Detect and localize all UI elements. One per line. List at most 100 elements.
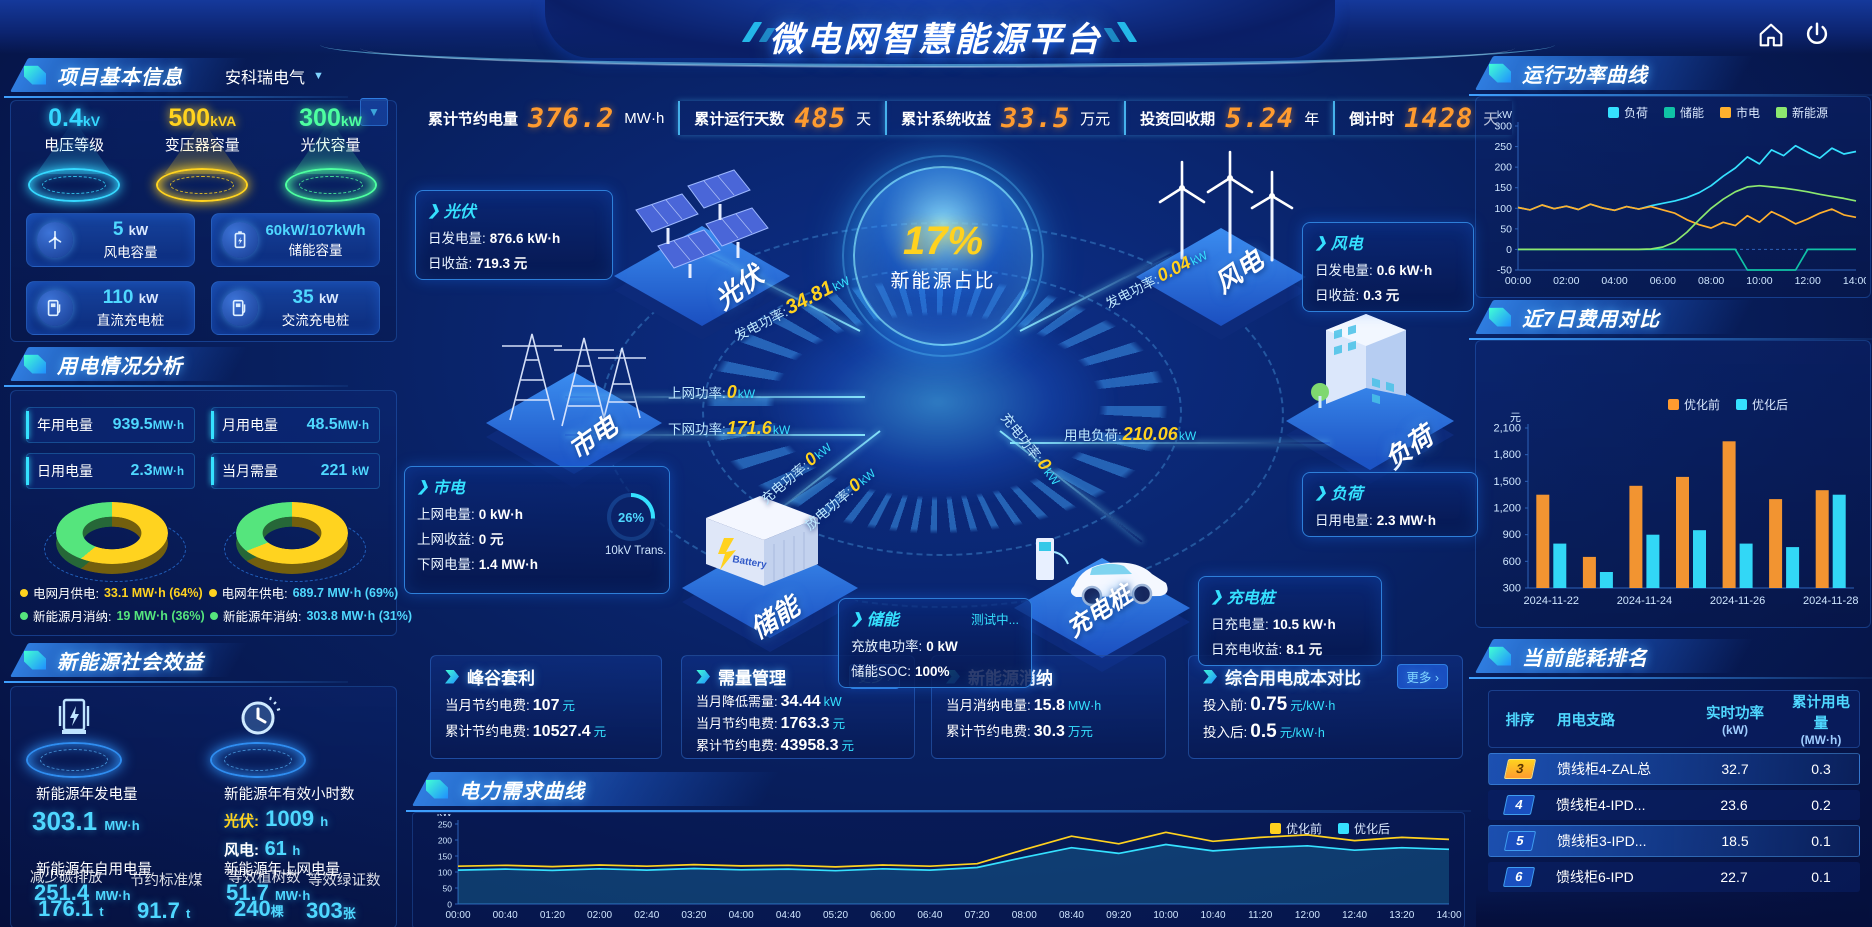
svg-text:14:00: 14:00 — [1436, 910, 1461, 921]
metric-value: 2.3MW·h — [130, 462, 184, 479]
panel-corner-icon — [1489, 63, 1511, 83]
legend-item[interactable]: 新能源 — [1776, 104, 1828, 121]
legend-item[interactable]: 优化前 — [1270, 820, 1322, 837]
legend-item[interactable]: 优化前 — [1668, 396, 1720, 413]
battery-container-illustration: Battery — [706, 496, 818, 586]
legend-label: 电网年供电: — [221, 587, 288, 601]
renewable-share-value: 17% — [902, 219, 984, 263]
metric-day-consumption: 日用电量 2.3MW·h — [26, 453, 195, 489]
panel-corner-icon — [24, 650, 46, 670]
svg-text:2024-11-22: 2024-11-22 — [1524, 595, 1579, 607]
legend-item[interactable]: 市电 — [1720, 104, 1760, 121]
legend-renewable-month: 新能源月消纳: 19 MW·h (36%) — [20, 606, 205, 625]
svg-text:12:40: 12:40 — [1342, 910, 1367, 921]
page-title: 微电网智慧能源平台 — [769, 21, 1103, 59]
home-button[interactable] — [1752, 16, 1790, 54]
info-box-title: 充电桩 — [1226, 590, 1275, 607]
rank-badge: 5 — [1503, 831, 1537, 851]
branch-name: 馈线柜4-IPD... — [1556, 797, 1646, 813]
consumption-metrics: 年用电量 939.5MW·h 月用电量 48.5MW·h 日用电量 2.3MW·… — [26, 407, 380, 489]
stat-value: 5.24 — [1225, 102, 1295, 134]
svg-text:2024-11-24: 2024-11-24 — [1617, 595, 1672, 607]
svg-text:01:20: 01:20 — [540, 910, 565, 921]
benefit-panel-header: 新能源社会效益 — [4, 641, 354, 683]
header-underline — [1469, 677, 1872, 679]
svg-text:14:00: 14:00 — [1843, 275, 1866, 287]
donut-face — [236, 502, 348, 564]
beam-to-load — [1010, 442, 1330, 444]
svg-text:1,200: 1,200 — [1493, 503, 1521, 515]
svg-text:元: 元 — [1510, 412, 1521, 424]
panel-title: 电力需求曲线 — [459, 780, 585, 803]
demand-curve-chart: 250 200 150 100 50 0 kW 00:00 00:40 01:20 02:00 02:… — [437, 814, 1462, 921]
metric-label: 当月需量 — [222, 463, 278, 479]
stat-system-revenue: 累计系统收益 33.5 万元 — [885, 101, 1124, 135]
card-label: 储能容量 — [288, 242, 343, 258]
ranking-panel-header: 当前能耗排名 — [1469, 637, 1872, 679]
panel-cost-comparison: 综合用电成本对比 更多 › 投入前: 0.75 元/kW·h 投入后: 0.5 元/kW… — [1188, 655, 1463, 759]
wind-turbine-icon — [37, 222, 73, 258]
chevron-right-icon: ❯ — [428, 201, 440, 218]
benefit-togrid-value: 51.7 MW·h — [226, 880, 311, 905]
hours-podium — [198, 694, 318, 780]
svg-text:200: 200 — [438, 836, 452, 846]
stat-unit: 万元 — [1080, 110, 1111, 128]
stat-value: 1428 — [1404, 102, 1474, 134]
company-dropdown[interactable]: 安科瑞电气 ▼ — [225, 62, 385, 90]
svg-text:1,800: 1,800 — [1493, 449, 1521, 461]
realtime-power: 32.7 — [1721, 761, 1749, 777]
storage-info-box: ❯ 储能 测试中... 充放电功率: 0 kW 储能SOC: 100% — [838, 598, 1032, 688]
svg-text:04:40: 04:40 — [776, 910, 801, 921]
donut-legends: 电网月供电: 33.1 MW·h (64%) 电网年供电: 689.7 MW·h… — [20, 583, 412, 629]
power-panel-body — [1475, 96, 1871, 298]
benefit-gen-value: 303.1 MW·h — [32, 806, 140, 836]
dc-charger-icon — [37, 290, 73, 326]
table-row[interactable]: 5 馈线柜3-IPD... 18.5 0.1 — [1488, 825, 1860, 857]
legend-item[interactable]: 负荷 — [1608, 104, 1648, 121]
legend-item[interactable]: 优化后 — [1736, 396, 1788, 413]
project-podiums: 0.4kV 电压等级 500kVA 变压器容量 300kW 光伏容量 — [10, 104, 395, 216]
legend-dot — [20, 588, 28, 597]
title-right-slashes — [1103, 22, 1138, 42]
collapse-left-panel-button[interactable]: ▼ — [360, 98, 388, 126]
podium-value: 500kVA — [168, 104, 237, 132]
rank-badge: 6 — [1502, 867, 1536, 887]
demand-panel-header: 电力需求曲线 — [406, 770, 1477, 812]
benefit-selfuse-label: 新能源年自用电量 — [36, 862, 152, 878]
metric-label: 日用电量 — [37, 463, 93, 479]
table-row[interactable]: 4 馈线柜4-IPD... 23.6 0.2 — [1488, 790, 1860, 820]
stat-value: 485 — [794, 102, 847, 134]
stat-unit: 年 — [1304, 110, 1320, 128]
energy-panel-icon — [52, 694, 96, 751]
svg-text:1,500: 1,500 — [1493, 476, 1521, 488]
flow-load-power: 用电负荷:210.06kW — [1064, 424, 1197, 444]
table-row[interactable]: 3 馈线柜4-ZAL总 32.7 0.3 — [1488, 753, 1860, 785]
podium-value: 300kW — [299, 104, 362, 132]
svg-text:13:20: 13:20 — [1389, 910, 1414, 921]
legend-item[interactable]: 优化后 — [1338, 820, 1390, 837]
ranking-table-header: 排序 用电支路 实时功率 (kW) 累计用电量 (MW·h) — [1488, 690, 1860, 748]
company-dropdown-value: 安科瑞电气 — [225, 70, 306, 87]
mini-panel-title: 综合用电成本对比 — [1225, 669, 1361, 688]
svg-text:10:00: 10:00 — [1153, 910, 1178, 921]
panel-corner-icon — [1489, 646, 1511, 666]
chevron-down-icon: ▼ — [313, 70, 324, 82]
table-row[interactable]: 6 馈线柜6-IPD 22.7 0.1 — [1488, 862, 1860, 892]
panel-corner-icon — [426, 779, 448, 799]
card-label: 风电容量 — [103, 245, 158, 260]
power-button[interactable] — [1798, 16, 1836, 54]
svg-text:08:00: 08:00 — [1012, 910, 1037, 921]
power-chart-legend: 负荷 储能 市电 新能源 — [1608, 104, 1828, 121]
cost-more-button[interactable]: 更多 › — [1397, 664, 1448, 689]
total-energy: 0.1 — [1811, 833, 1831, 849]
svg-text:150: 150 — [1494, 182, 1512, 194]
svg-text:11:20: 11:20 — [1248, 910, 1273, 921]
svg-text:00:40: 00:40 — [493, 910, 518, 921]
svg-text:12:00: 12:00 — [1295, 910, 1320, 921]
project-panel-header: 项目基本信息 — [4, 56, 354, 98]
legend-item[interactable]: 储能 — [1664, 104, 1704, 121]
power-panel-header: 运行功率曲线 — [1469, 54, 1872, 96]
info-box-title: 光伏 — [443, 204, 476, 221]
year-donut-chart — [224, 502, 366, 582]
